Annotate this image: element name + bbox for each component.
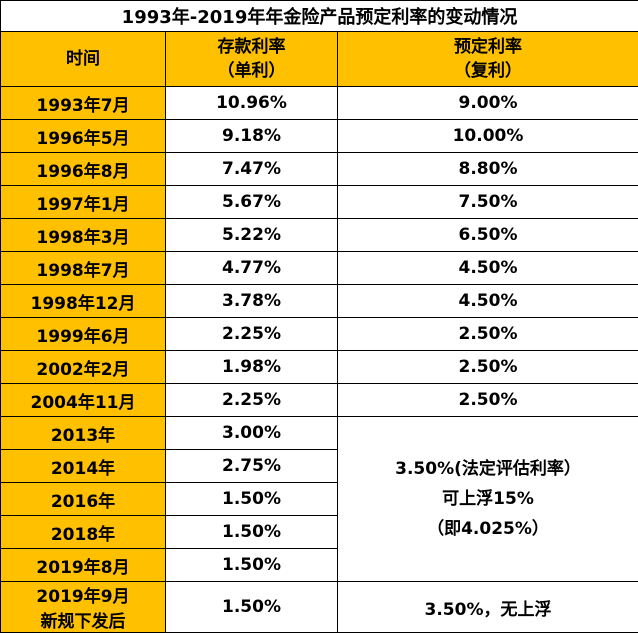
cell-deposit: 10.96% [165, 86, 338, 120]
cell-time: 1999年6月 [0, 317, 166, 351]
cell-preset: 8.80% [336, 152, 638, 186]
table-row: 1998年3月 5.22% 6.50% [0, 218, 638, 252]
cell-deposit: 2.25% [165, 383, 338, 417]
cell-deposit: 9.18% [165, 119, 338, 153]
header-preset-line1: 预定利率 [454, 37, 522, 57]
cell-deposit: 2.25% [165, 317, 338, 351]
header-preset-line2: （复利） [454, 61, 522, 81]
table-row: 2014年 2.75% [0, 449, 638, 483]
cell-preset: 6.50% [336, 218, 638, 252]
cell-time: 2018年 [0, 515, 166, 549]
cell-deposit: 3.00% [165, 416, 338, 450]
cell-time: 2002年2月 [0, 350, 166, 384]
cell-preset: 4.50% [336, 251, 638, 285]
header-deposit-line2: （单利） [217, 61, 286, 81]
table-row: 2002年2月 1.98% 2.50% [0, 350, 638, 384]
cell-time: 2016年 [0, 482, 166, 516]
cell-time: 1996年5月 [0, 119, 166, 153]
header-deposit-line1: 存款利率 [217, 37, 286, 57]
cell-deposit: 7.47% [165, 152, 338, 186]
table-row: 1998年7月 4.77% 4.50% [0, 251, 638, 285]
cell-time-line2: 新规下发后 [40, 612, 126, 632]
cell-preset: 4.50% [336, 284, 638, 318]
cell-deposit: 1.98% [165, 350, 338, 384]
table-row: 2004年11月 2.25% 2.50% [0, 383, 638, 417]
table-row: 2013年 3.00% 3.50%(法定评估利率） 可上浮15% （即4.025… [0, 416, 638, 582]
cell-deposit: 1.50% [165, 581, 338, 633]
header-preset-rate: 预定利率 （复利） [336, 31, 638, 87]
merged-preset-line1: 3.50%(法定评估利率） [395, 459, 581, 479]
cell-deposit: 5.67% [165, 185, 338, 219]
cell-time-line1: 2019年9月 [36, 587, 130, 607]
cell-preset: 2.50% [336, 383, 638, 417]
table-row: 1993年7月 10.96% 9.00% [0, 86, 638, 120]
cell-time: 2019年8月 [0, 548, 166, 582]
table-row: 1997年1月 5.67% 7.50% [0, 185, 638, 219]
table-row: 1998年12月 3.78% 4.50% [0, 284, 638, 318]
cell-preset: 10.00% [336, 119, 638, 153]
cell-preset: 2.50% [336, 350, 638, 384]
table-row: 2019年9月 新规下发后 1.50% 3.50%，无上浮 [0, 581, 638, 633]
table-title: 1993年-2019年年金险产品预定利率的变动情况 [0, 0, 638, 32]
cell-preset: 2.50% [336, 317, 638, 351]
cell-time: 1996年8月 [0, 152, 166, 186]
header-deposit-rate: 存款利率 （单利） [165, 31, 338, 87]
cell-deposit: 4.77% [165, 251, 338, 285]
cell-time: 2013年 [0, 416, 166, 450]
cell-preset: 9.00% [336, 86, 638, 120]
cell-time: 2019年9月 新规下发后 [0, 581, 166, 633]
header-time: 时间 [0, 31, 166, 87]
table-row: 1996年5月 9.18% 10.00% [0, 119, 638, 153]
cell-time: 2014年 [0, 449, 166, 483]
cell-time: 2004年11月 [0, 383, 166, 417]
cell-deposit: 2.75% [165, 449, 338, 483]
cell-preset-merged: 3.50%(法定评估利率） 可上浮15% （即4.025%） [336, 416, 638, 582]
cell-time: 1998年3月 [0, 218, 166, 252]
cell-time: 1998年12月 [0, 284, 166, 318]
cell-deposit: 5.22% [165, 218, 338, 252]
table-row: 1996年8月 7.47% 8.80% [0, 152, 638, 186]
cell-time: 1993年7月 [0, 86, 166, 120]
table-row: 1999年6月 2.25% 2.50% [0, 317, 638, 351]
cell-preset: 3.50%，无上浮 [336, 581, 638, 633]
table-row: 2018年 1.50% [0, 515, 638, 549]
cell-deposit: 1.50% [165, 515, 338, 549]
cell-deposit: 1.50% [165, 548, 338, 582]
table-row: 2019年8月 1.50% [0, 548, 638, 582]
merged-preset-line3: （即4.025%） [427, 519, 549, 539]
cell-preset: 7.50% [336, 185, 638, 219]
cell-deposit: 3.78% [165, 284, 338, 318]
merged-preset-line2: 可上浮15% [442, 489, 534, 509]
cell-deposit: 1.50% [165, 482, 338, 516]
cell-time: 1997年1月 [0, 185, 166, 219]
table-row: 2016年 1.50% [0, 482, 638, 516]
cell-time: 1998年7月 [0, 251, 166, 285]
